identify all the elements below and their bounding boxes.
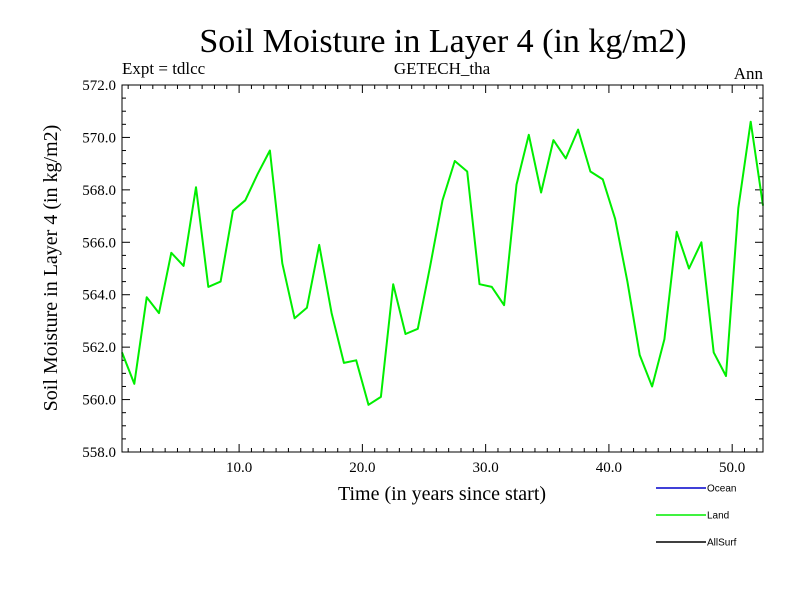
x-axis-label: Time (in years since start) xyxy=(338,483,546,505)
x-tick-label: 40.0 xyxy=(596,460,622,476)
tick-labels: 558.0 560.0 562.0 564.0 566.0 568.0 570.0 572.0… xyxy=(82,78,745,476)
plot-frame xyxy=(121,84,764,453)
axis-ticks xyxy=(122,84,763,453)
legend: Ocean Land AllSurf xyxy=(656,484,737,549)
x-tick-label: 20.0 xyxy=(349,460,375,476)
series-line-land xyxy=(121,120,764,406)
dataset-label: GETECH_tha xyxy=(394,59,491,78)
legend-label-land: Land xyxy=(707,511,729,522)
series-group xyxy=(121,120,764,406)
y-tick-label: 562.0 xyxy=(82,340,116,356)
y-tick-label: 558.0 xyxy=(82,445,116,461)
y-tick-label: 568.0 xyxy=(82,183,116,199)
y-tick-label: 572.0 xyxy=(82,78,116,94)
period-label: Ann xyxy=(734,64,764,83)
legend-label-allsurf: AllSurf xyxy=(707,538,737,549)
y-tick-label: 570.0 xyxy=(82,130,116,146)
x-tick-label: 10.0 xyxy=(226,460,252,476)
y-tick-label: 566.0 xyxy=(82,235,116,251)
x-tick-label: 30.0 xyxy=(473,460,499,476)
chart-title: Soil Moisture in Layer 4 (in kg/m2) xyxy=(199,23,686,60)
x-tick-label: 50.0 xyxy=(719,460,745,476)
y-axis-label: Soil Moisture in Layer 4 (in kg/m2) xyxy=(40,125,62,412)
y-tick-label: 564.0 xyxy=(82,288,116,304)
experiment-label: Expt = tdlcc xyxy=(122,59,206,78)
legend-label-ocean: Ocean xyxy=(707,484,736,495)
y-tick-label: 560.0 xyxy=(82,393,116,409)
